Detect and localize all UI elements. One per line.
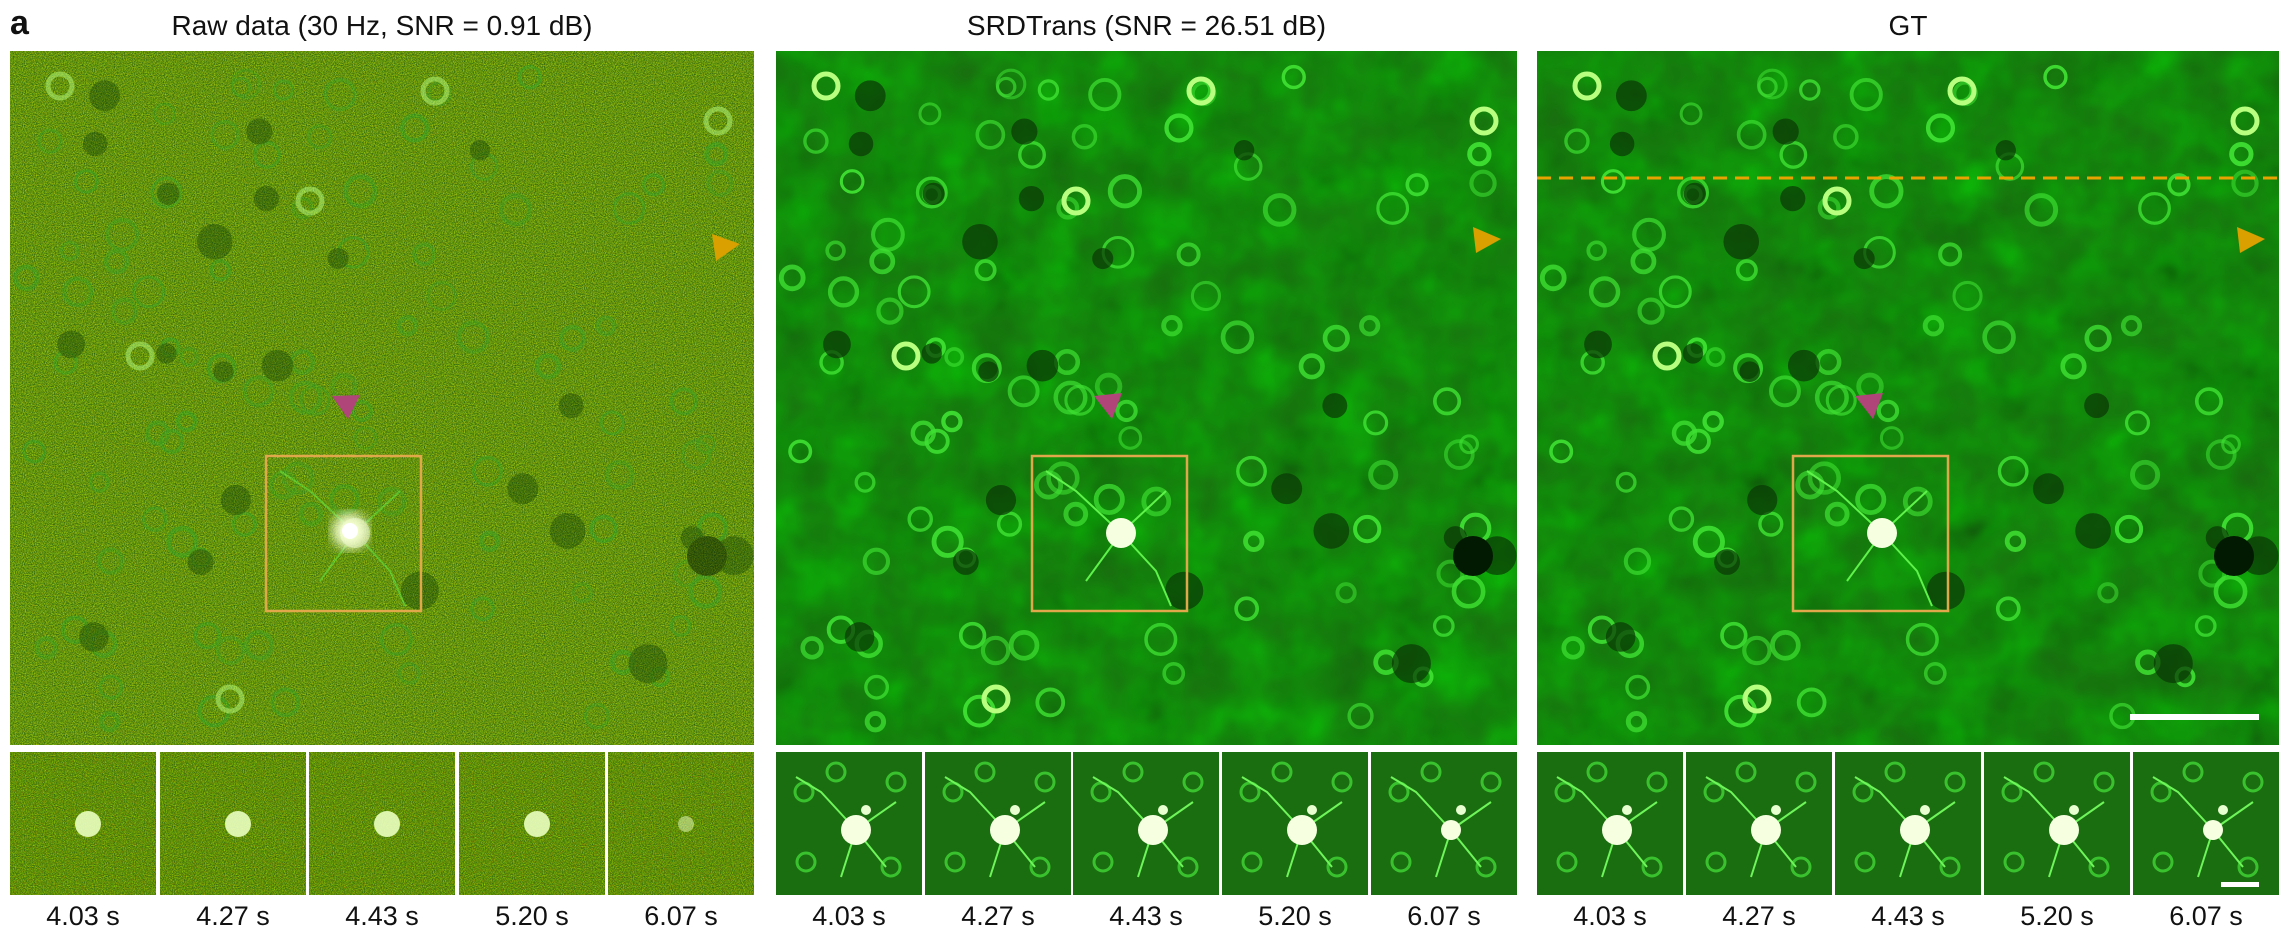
thumbnail-raw-5 — [608, 752, 754, 895]
column-title-srdtrans: SRDTrans (SNR = 26.51 dB) — [966, 10, 1327, 41]
orange-arrowhead — [2237, 227, 2265, 253]
thumbnail-canvas — [459, 752, 605, 895]
time-label-raw-1: 4.03 s — [46, 901, 120, 931]
thumbnail-srdtrans-2 — [925, 752, 1071, 895]
raw-main-image — [10, 51, 754, 745]
thumbnail-srdtrans-5 — [1371, 752, 1517, 895]
thumbnail-canvas — [2133, 752, 2279, 895]
thumbnail-canvas — [1073, 752, 1219, 895]
time-label-srdtrans-3: 4.43 s — [1109, 901, 1183, 931]
thumbnail-canvas — [160, 752, 306, 895]
thumbnail-gt-3 — [1835, 752, 1981, 895]
thumbnail-canvas — [10, 752, 156, 895]
time-label-raw-5: 6.07 s — [644, 901, 718, 931]
thumbnail-canvas — [1222, 752, 1368, 895]
magenta-arrowhead — [1094, 393, 1122, 419]
time-label-srdtrans-4: 5.20 s — [1258, 901, 1332, 931]
magenta-arrowhead — [332, 395, 360, 419]
thumbnail-gt-2 — [1686, 752, 1832, 895]
roi-box — [264, 454, 423, 613]
time-label-gt-1: 4.03 s — [1573, 901, 1647, 931]
thumbnail-srdtrans-3 — [1073, 752, 1219, 895]
thumbnail-canvas — [1686, 752, 1832, 895]
orange-arrowhead — [1473, 227, 1501, 253]
panel-label: a — [10, 4, 29, 42]
thumbnail-canvas — [1371, 752, 1517, 895]
thumbnail-gt-4 — [1984, 752, 2130, 895]
thumbnail-raw-2 — [160, 752, 306, 895]
scale-bar — [2130, 714, 2259, 720]
gt-main-image — [1537, 51, 2279, 745]
thumbnail-srdtrans-1 — [776, 752, 922, 895]
thumbnail-raw-1 — [10, 752, 156, 895]
thumbnail-srdtrans-4 — [1222, 752, 1368, 895]
time-label-srdtrans-1: 4.03 s — [812, 901, 886, 931]
thumbnail-scale-bar — [2221, 882, 2259, 887]
time-label-raw-4: 5.20 s — [495, 901, 569, 931]
time-label-gt-2: 4.27 s — [1722, 901, 1796, 931]
magenta-arrowhead — [1855, 393, 1883, 419]
time-label-gt-3: 4.43 s — [1871, 901, 1945, 931]
srdtrans-main-image — [776, 51, 1517, 745]
time-label-gt-4: 5.20 s — [2020, 901, 2094, 931]
gt-image-canvas — [1537, 51, 2279, 745]
thumbnail-canvas — [925, 752, 1071, 895]
thumbnail-gt-5 — [2133, 752, 2279, 895]
column-title-gt: GT — [1888, 10, 1928, 41]
orange-arrowhead — [712, 234, 740, 261]
thumbnail-raw-3 — [309, 752, 455, 895]
srdtrans-image-canvas — [776, 51, 1517, 745]
roi-box — [1030, 454, 1189, 613]
thumbnail-gt-1 — [1537, 752, 1683, 895]
thumbnail-canvas — [1835, 752, 1981, 895]
roi-box — [1791, 454, 1950, 613]
time-label-raw-2: 4.27 s — [196, 901, 270, 931]
thumbnail-canvas — [608, 752, 754, 895]
thumbnail-canvas — [776, 752, 922, 895]
time-label-raw-3: 4.43 s — [345, 901, 419, 931]
time-label-gt-5: 6.07 s — [2169, 901, 2243, 931]
thumbnail-canvas — [1537, 752, 1683, 895]
column-title-raw: Raw data (30 Hz, SNR = 0.91 dB) — [171, 10, 593, 41]
time-label-srdtrans-5: 6.07 s — [1407, 901, 1481, 931]
thumbnail-canvas — [309, 752, 455, 895]
time-label-srdtrans-2: 4.27 s — [961, 901, 1035, 931]
thumbnail-raw-4 — [459, 752, 605, 895]
thumbnail-canvas — [1984, 752, 2130, 895]
raw-image-canvas — [10, 51, 754, 745]
